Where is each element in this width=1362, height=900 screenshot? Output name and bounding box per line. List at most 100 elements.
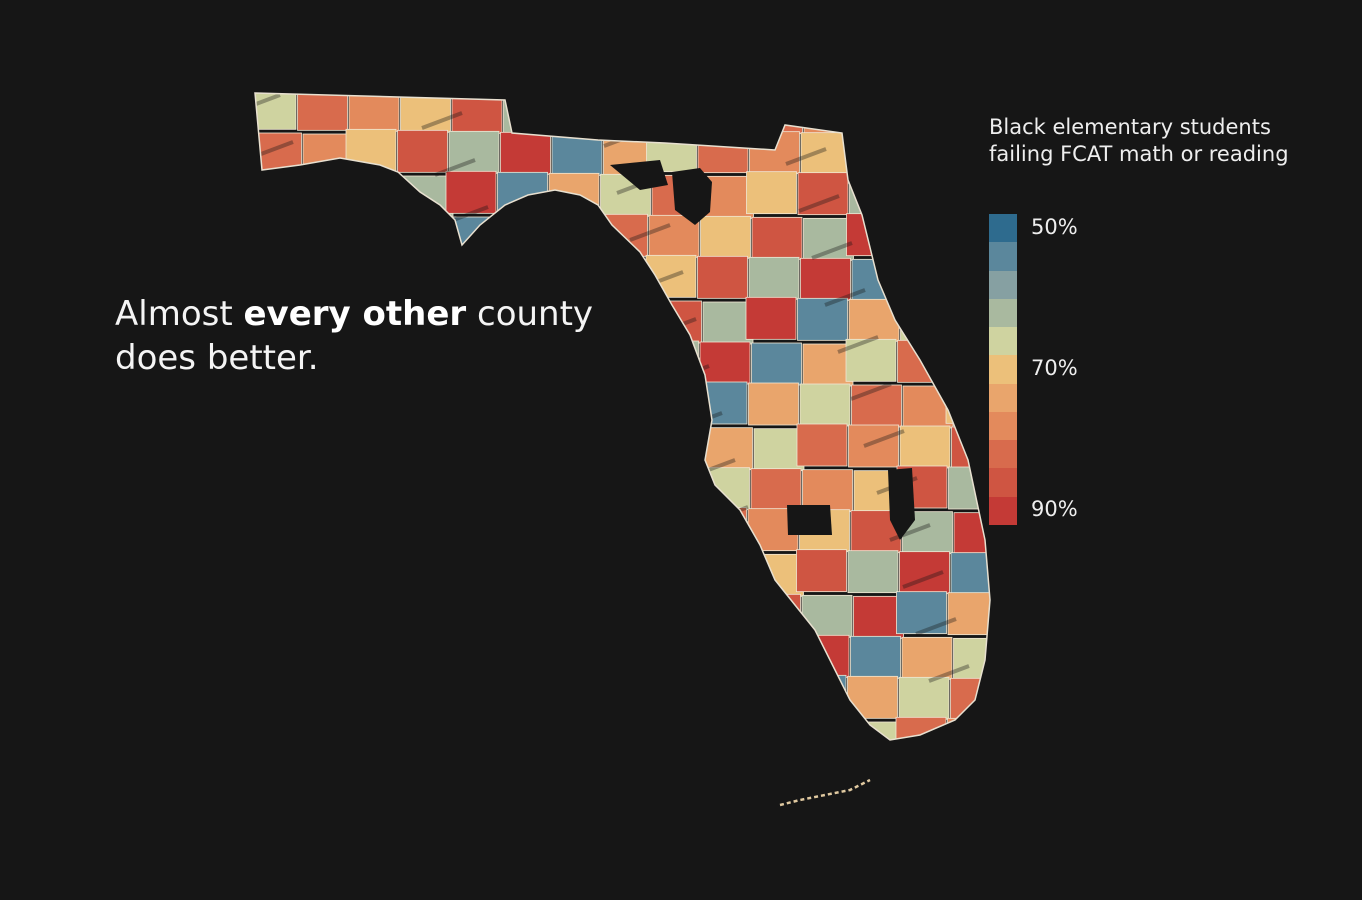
legend-tick-50: 50% — [1031, 215, 1078, 239]
county-53 — [648, 214, 700, 258]
county-214 — [452, 679, 503, 723]
texture-stroke — [473, 299, 515, 318]
county-67 — [602, 259, 654, 303]
county-188 — [647, 591, 698, 635]
texture-stroke — [798, 194, 840, 213]
texture-stroke — [759, 693, 801, 712]
county-183 — [398, 592, 449, 636]
county-25 — [749, 131, 800, 175]
county-89 — [951, 300, 990, 344]
county-84 — [702, 301, 754, 345]
county-132 — [848, 424, 899, 468]
county-55 — [751, 216, 803, 260]
texture-stroke — [486, 346, 528, 365]
county-191 — [801, 594, 853, 638]
county-119 — [945, 380, 990, 424]
county-180 — [255, 595, 303, 639]
county-186 — [552, 595, 604, 639]
county-213 — [400, 678, 452, 722]
texture-stroke — [421, 111, 463, 130]
missing-county-north — [672, 168, 712, 225]
county-108 — [396, 381, 447, 425]
county-157 — [601, 510, 653, 554]
county-184 — [449, 593, 501, 637]
county-82 — [599, 299, 651, 343]
headline-post: county does better. — [115, 294, 594, 378]
county-114 — [696, 381, 748, 425]
keys-islands — [779, 778, 871, 807]
county-225 — [255, 720, 303, 740]
county-34 — [445, 170, 497, 214]
legend-title: Black elementary students failing FCAT m… — [989, 114, 1329, 168]
county-44 — [952, 175, 990, 219]
texture-stroke — [343, 469, 385, 488]
county-95 — [502, 343, 553, 387]
county-208 — [901, 636, 953, 680]
county-59 — [949, 215, 990, 259]
county-131 — [796, 423, 848, 467]
county-54 — [700, 215, 751, 259]
county-143 — [647, 466, 699, 510]
county-174 — [701, 552, 753, 596]
county-197 — [352, 637, 403, 681]
county-121 — [298, 424, 350, 468]
county-105 — [255, 383, 301, 427]
county-65 — [499, 257, 551, 301]
county-74 — [946, 255, 990, 299]
county-75 — [255, 298, 299, 342]
county-154 — [447, 507, 498, 551]
county-115 — [748, 382, 799, 426]
county-86 — [797, 297, 848, 341]
county-175 — [753, 553, 804, 597]
county-24 — [697, 130, 749, 174]
legend-swatch-1 — [989, 242, 1017, 271]
county-72 — [851, 258, 903, 302]
texture-stroke — [994, 261, 1034, 276]
legend-title-line2: failing FCAT math or reading — [989, 142, 1289, 166]
legend-swatch-7 — [989, 411, 1017, 441]
county-168 — [401, 552, 452, 596]
county-141 — [553, 469, 604, 513]
county-104 — [948, 340, 990, 384]
county-71 — [800, 257, 851, 301]
county-232 — [603, 722, 655, 740]
texture-stroke — [317, 375, 359, 394]
county-172 — [598, 550, 650, 594]
county-192 — [853, 595, 904, 639]
texture-stroke — [330, 422, 372, 441]
county-18 — [397, 129, 448, 173]
county-223 — [898, 676, 950, 720]
county-173 — [650, 551, 701, 595]
county-17 — [345, 128, 397, 172]
county-185 — [501, 594, 552, 638]
florida-keys — [779, 778, 871, 807]
county-159 — [696, 507, 747, 551]
county-69 — [697, 255, 748, 299]
texture-stroke — [980, 212, 990, 231]
county-130 — [753, 428, 805, 472]
texture-stroke — [746, 646, 788, 665]
county-7 — [597, 93, 649, 132]
county-14 — [949, 93, 990, 133]
county-217 — [598, 676, 649, 720]
county-98 — [648, 340, 699, 384]
county-80 — [496, 297, 548, 341]
county-199 — [446, 633, 498, 677]
legend-swatch-9 — [989, 468, 1017, 497]
texture-stroke — [590, 722, 632, 740]
county-151 — [301, 510, 352, 554]
county-64 — [448, 256, 499, 300]
county-195 — [255, 635, 300, 679]
county-219 — [701, 678, 752, 722]
texture-stroke — [434, 158, 476, 177]
county-8 — [649, 93, 700, 133]
county-171 — [547, 549, 598, 593]
county-222 — [847, 675, 898, 719]
county-58 — [897, 214, 949, 258]
texture-stroke — [733, 599, 775, 618]
county-146 — [802, 469, 853, 513]
county-153 — [395, 506, 447, 550]
texture-stroke — [538, 534, 580, 553]
legend-swatch-6 — [989, 383, 1017, 412]
texture-stroke — [255, 306, 288, 325]
